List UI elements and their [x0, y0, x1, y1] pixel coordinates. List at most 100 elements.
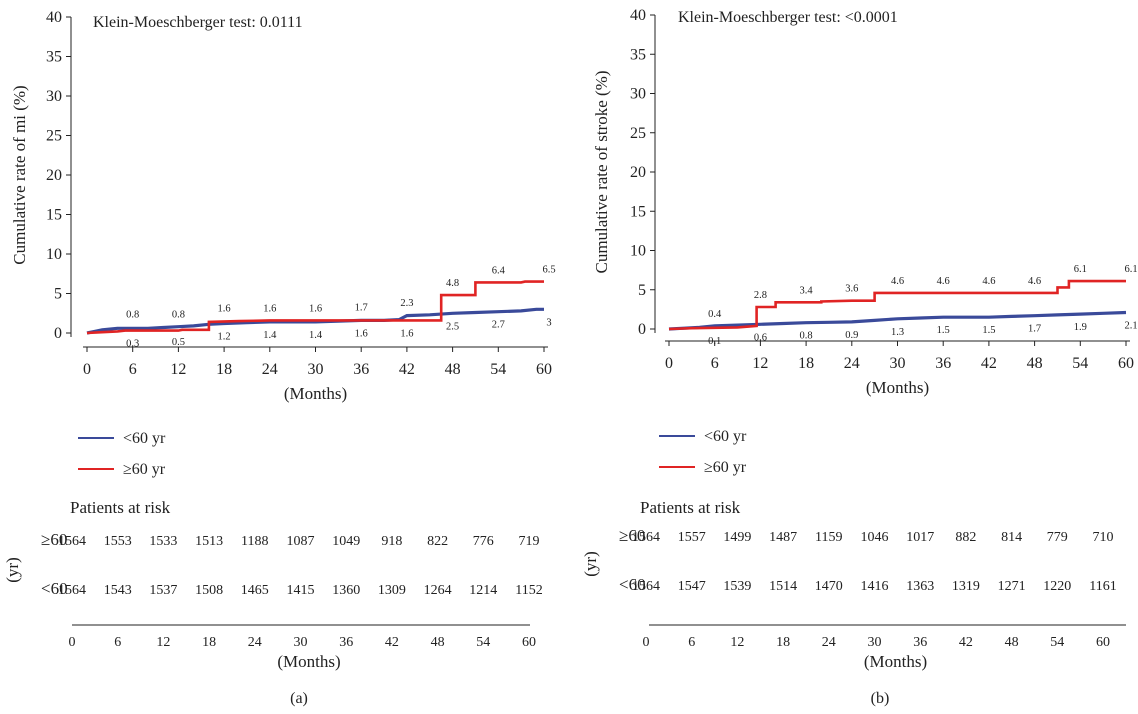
y-tick-label: 25: [630, 125, 646, 142]
data-label: 1.2: [218, 332, 231, 343]
risk-x-tick-label: 48: [431, 635, 445, 650]
test-annotation: Klein-Moeschberger test: 0.0111: [93, 14, 303, 31]
y-tick-label: 25: [46, 128, 62, 145]
risk-value: 1264: [424, 583, 452, 598]
x-tick-label: 24: [844, 355, 860, 372]
x-axis-label: (Months): [866, 378, 929, 397]
risk-x-tick-label: 54: [476, 635, 490, 650]
data-label: 2.8: [754, 290, 767, 301]
x-tick-label: 24: [262, 361, 278, 378]
x-tick-label: 18: [798, 355, 814, 372]
y-tick-label: 35: [46, 49, 62, 66]
data-label: 1.6: [400, 328, 413, 339]
data-label: 0.9: [845, 330, 858, 341]
x-axis-label: (Months): [284, 384, 347, 403]
data-label: 0.3: [126, 339, 139, 350]
x-tick-label: 42: [399, 361, 415, 378]
risk-value: 710: [1093, 530, 1114, 545]
data-label: 1.4: [263, 330, 277, 341]
data-label: 4.8: [446, 278, 459, 289]
y-tick-label: 10: [630, 243, 646, 260]
x-tick-label: 60: [536, 361, 552, 378]
legend-label: ≥60 yr: [704, 459, 747, 476]
y-tick-label: 35: [630, 46, 646, 63]
panel-caption: (a): [290, 690, 308, 707]
data-label: 2.7: [492, 320, 505, 331]
data-label: 3.4: [800, 285, 814, 296]
data-label: 4.6: [982, 276, 995, 287]
risk-x-tick-label: 60: [1096, 635, 1110, 650]
legend-label: <60 yr: [123, 430, 166, 447]
y-tick-label: 40: [630, 7, 646, 24]
risk-value: 1553: [104, 534, 132, 549]
risk-x-axis-label: (Months): [277, 652, 340, 671]
risk-value: 1470: [815, 579, 843, 594]
data-label: 2.1: [1124, 321, 1137, 332]
risk-value: 1161: [1089, 579, 1116, 594]
y-tick-label: 30: [630, 86, 646, 103]
data-label: 6.5: [542, 265, 555, 276]
risk-value: 779: [1047, 530, 1068, 545]
data-label: 1.6: [309, 303, 322, 314]
risk-value: 822: [427, 534, 448, 549]
risk-value: 1363: [906, 579, 934, 594]
data-label: 4.6: [937, 276, 950, 287]
data-label: 0.4: [708, 309, 722, 320]
risk-x-tick-label: 30: [868, 635, 882, 650]
data-label: 0.8: [172, 310, 185, 321]
risk-row-label: <60: [41, 579, 68, 598]
risk-x-tick-label: 0: [643, 635, 650, 650]
data-label: 4.6: [1028, 276, 1041, 287]
x-tick-label: 12: [752, 355, 768, 372]
risk-x-tick-label: 30: [294, 635, 308, 650]
risk-value: 1159: [815, 530, 842, 545]
risk-table-title: Patients at risk: [70, 498, 171, 517]
data-label: 1.7: [355, 303, 368, 314]
x-tick-label: 0: [83, 361, 91, 378]
data-label: 1.6: [355, 328, 368, 339]
risk-value: 719: [519, 534, 540, 549]
data-label: 1.7: [1028, 324, 1041, 335]
risk-table-unit: (yr): [581, 551, 600, 576]
risk-x-tick-label: 24: [248, 635, 262, 650]
risk-value: 1415: [287, 583, 315, 598]
risk-value: 918: [381, 534, 402, 549]
test-annotation: Klein-Moeschberger test: <0.0001: [678, 9, 898, 26]
data-label: 1.5: [937, 325, 950, 336]
x-tick-label: 36: [353, 361, 369, 378]
risk-x-tick-label: 12: [156, 635, 170, 650]
risk-x-tick-label: 36: [339, 635, 353, 650]
data-label: 0.8: [800, 331, 813, 342]
x-tick-label: 0: [665, 355, 673, 372]
risk-value: 1188: [241, 534, 268, 549]
risk-value: 1533: [149, 534, 177, 549]
risk-x-tick-label: 18: [776, 635, 790, 650]
risk-x-tick-label: 18: [202, 635, 216, 650]
y-tick-label: 10: [46, 246, 62, 263]
x-tick-label: 6: [129, 361, 137, 378]
x-tick-label: 48: [1027, 355, 1043, 372]
y-tick-label: 0: [54, 325, 62, 342]
risk-value: 1087: [287, 534, 315, 549]
risk-x-tick-label: 36: [913, 635, 927, 650]
risk-row-label: ≥60: [619, 526, 645, 545]
risk-value: 1539: [723, 579, 751, 594]
risk-value: 1214: [469, 583, 497, 598]
series-line-under-60: [86, 307, 544, 335]
risk-value: 1543: [104, 583, 132, 598]
risk-value: 1557: [678, 530, 706, 545]
y-tick-label: 40: [46, 9, 62, 26]
data-label: 1.3: [891, 327, 904, 338]
risk-x-axis-label: (Months): [864, 652, 927, 671]
data-label: 6.4: [492, 265, 506, 276]
y-tick-label: 15: [630, 203, 646, 220]
risk-value: 1499: [723, 530, 751, 545]
y-axis-label: Cumulative rate of stroke (%): [592, 71, 611, 274]
panel-caption: (b): [871, 690, 890, 707]
data-label: 2.5: [446, 321, 459, 332]
risk-value: 1220: [1043, 579, 1071, 594]
data-label: 1.9: [1074, 322, 1087, 333]
